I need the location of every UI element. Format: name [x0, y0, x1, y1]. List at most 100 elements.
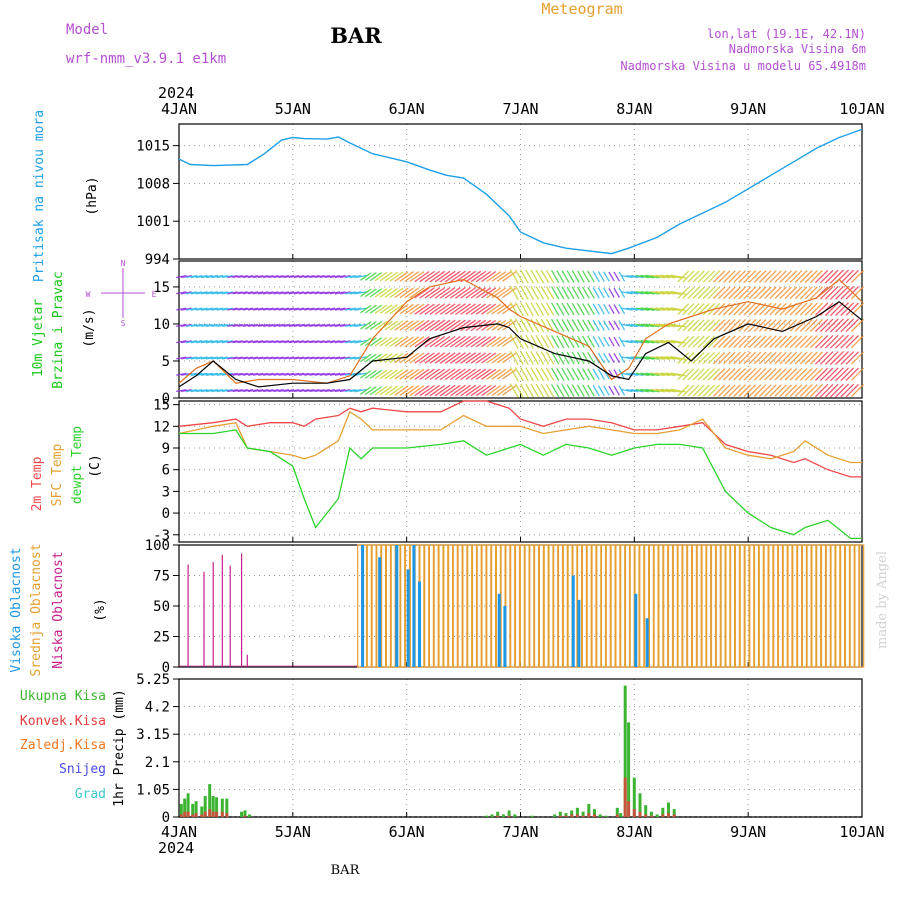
- wind-arrow: [486, 368, 502, 380]
- wind-arrow: [840, 383, 855, 398]
- wind-arrow: [799, 319, 813, 332]
- wind-arrow: [697, 270, 710, 283]
- wind-arrow: [481, 368, 497, 380]
- temp-2m-line: [178, 400, 862, 478]
- wind-arrow: [655, 290, 671, 295]
- cloud-mid-bar: [787, 544, 793, 668]
- wind-arrow: [592, 270, 600, 283]
- wind-arrow: [339, 291, 351, 295]
- wind-arrow: [764, 270, 777, 283]
- wind-arrow: [712, 286, 726, 300]
- precip-total-bar: [638, 793, 642, 817]
- wind-arrow: [682, 270, 695, 283]
- wind-arrow: [360, 370, 372, 379]
- wind-arrow: [339, 274, 351, 279]
- wind-arrow: [444, 352, 461, 364]
- cloud-mid-bar: [677, 544, 683, 668]
- wind-arrow: [374, 271, 388, 282]
- precip-total-bar: [191, 803, 195, 817]
- wind-arrow: [514, 350, 524, 366]
- wind-arrow: [514, 269, 524, 284]
- wind-arrow: [429, 335, 446, 348]
- wind-arrow: [444, 335, 461, 348]
- wind-arrow: [748, 270, 762, 283]
- wind-arrow: [237, 372, 248, 376]
- wind-arrow: [232, 356, 243, 360]
- wind-arrow: [379, 304, 393, 314]
- cloud-mid-bar: [605, 544, 611, 668]
- wind-arrow: [180, 274, 192, 279]
- wind-arrow: [630, 323, 644, 328]
- wind-arrow: [655, 388, 671, 393]
- wind-arrow: [789, 335, 803, 349]
- precip-conv-bar: [183, 811, 187, 817]
- temp-ytick-label: 3: [162, 484, 170, 500]
- cloud-mid-bar: [457, 544, 463, 668]
- cloud-ytick-label: 50: [153, 599, 170, 615]
- wind-gust-line: [178, 278, 863, 384]
- wind-arrow: [221, 307, 233, 311]
- time-tick-top: 4JAN: [161, 100, 197, 118]
- wind-arrow: [293, 307, 305, 311]
- wind-arrow: [597, 385, 605, 397]
- wind-arrow: [769, 368, 782, 381]
- wind-arrow: [645, 290, 660, 295]
- cloud-mid-bar: [610, 544, 616, 668]
- model-elevation-label: Nadmorska Visina u modelu 65.4918m: [620, 59, 866, 73]
- temp-ytick-label: 0: [162, 506, 170, 522]
- wind-arrow: [470, 384, 487, 397]
- wind-arrow: [660, 388, 676, 393]
- wind-arrow: [273, 389, 284, 393]
- wind-arrow: [434, 303, 451, 315]
- wind-arrow: [592, 384, 600, 397]
- wind-arrow: [475, 336, 492, 348]
- wind-arrow: [809, 351, 823, 365]
- wind-arrow: [514, 285, 524, 300]
- wind-arrow: [283, 356, 295, 360]
- wind-arrow: [374, 336, 388, 347]
- wind-arrow: [263, 372, 274, 376]
- cloud-mid-bar: [806, 544, 812, 668]
- wind-arrow: [551, 269, 560, 284]
- cloud-ytick-label: 0: [162, 660, 170, 676]
- cloud-mid-bar: [366, 544, 372, 668]
- wind-ytick-label: 15: [153, 280, 170, 296]
- wind-arrow: [491, 319, 507, 331]
- wind-arrow: [535, 302, 545, 316]
- wind-arrow: [571, 384, 580, 397]
- wind-arrow: [384, 385, 398, 396]
- cloud-mid-bar: [720, 544, 726, 668]
- precip-conv-bar: [638, 811, 642, 817]
- wind-arrow: [769, 351, 782, 365]
- wind-arrow: [449, 270, 466, 283]
- cloud-high-bar: [378, 557, 382, 667]
- wind-arrow: [314, 291, 325, 295]
- wind-arrow: [819, 351, 834, 365]
- cloud-mid-bar: [462, 544, 468, 668]
- wind-arrow: [283, 307, 295, 311]
- wind-arrow: [758, 351, 772, 365]
- wind-arrow: [257, 372, 269, 376]
- wind-arrow: [227, 307, 238, 311]
- wind-arrow: [180, 291, 192, 295]
- wind-arrow: [665, 388, 681, 393]
- wind-arrow: [779, 368, 792, 381]
- wind-arrow: [718, 319, 731, 332]
- cloud-mid-bar: [629, 544, 635, 668]
- wind-arrow: [682, 368, 695, 381]
- wind-arrow: [491, 336, 507, 348]
- wind-arrow: [309, 389, 320, 393]
- wind-arrow: [252, 389, 264, 393]
- wind-arrow: [592, 287, 600, 299]
- wind-arrow: [514, 318, 524, 333]
- wind-arrow: [195, 388, 208, 393]
- wind-arrow: [470, 287, 487, 299]
- wind-arrow: [566, 286, 575, 300]
- wind-arrow: [712, 335, 726, 348]
- wind-arrow: [502, 287, 517, 299]
- precip-total-bar: [632, 777, 636, 817]
- wind-arrow: [840, 269, 855, 284]
- wind-arrow: [205, 291, 219, 295]
- cloud-mid-bar: [672, 544, 678, 668]
- wind-arrow: [621, 388, 633, 393]
